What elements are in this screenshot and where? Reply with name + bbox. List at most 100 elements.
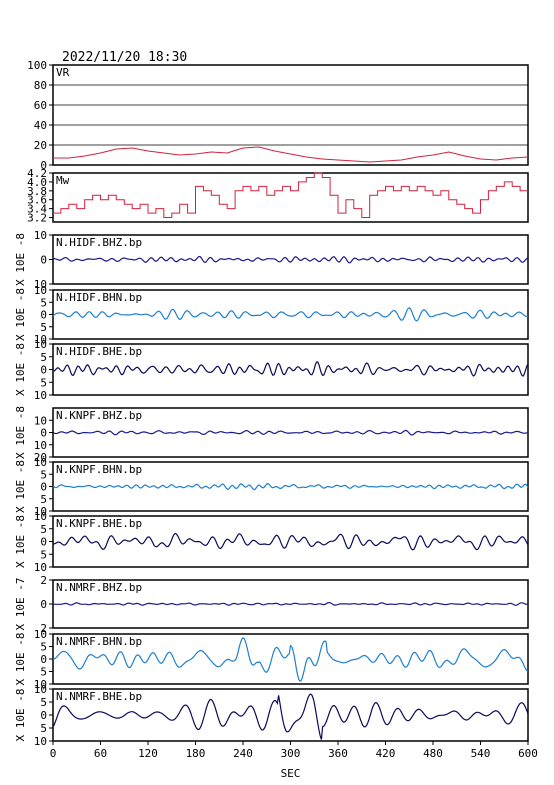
x-tick-label: 600 — [518, 747, 538, 760]
x-tick-label: 360 — [328, 747, 348, 760]
panel-label: N.HIDF.BHN.bp — [56, 291, 142, 304]
y-tick-label: 0 — [40, 427, 47, 440]
series-line — [52, 532, 529, 551]
panel-label: N.KNPF.BHE.bp — [56, 517, 142, 530]
x-tick-label: 120 — [138, 747, 158, 760]
plot-timestamp: 2022/11/20 18:30 — [62, 50, 188, 65]
y-tick-label: 5 — [40, 493, 47, 506]
y-tick-label: 10 — [34, 229, 47, 242]
y-axis-label: X 10E -8 — [14, 460, 27, 513]
y-tick-label: 0 — [40, 254, 47, 267]
y-tick-label: 3.2 — [27, 212, 47, 225]
y-tick-label: 4.2 — [27, 167, 47, 180]
panel-label: N.HIDF.BHZ.bp — [56, 236, 142, 249]
y-tick-label: 10 — [34, 338, 47, 351]
y-tick-label: 3.6 — [27, 194, 47, 207]
y-axis-label: X 10E -8 — [14, 633, 27, 686]
x-tick-label: 60 — [94, 747, 107, 760]
y-tick-label: 10 — [34, 439, 47, 452]
y-tick-label: 5 — [40, 722, 47, 735]
y-tick-label: 5 — [40, 468, 47, 481]
y-tick-label: 10 — [34, 678, 47, 691]
y-tick-label: 0 — [40, 536, 47, 549]
y-tick-label: 0 — [40, 481, 47, 494]
y-axis-label: X 10E -8 — [14, 343, 27, 396]
y-tick-label: 5 — [40, 296, 47, 309]
series-line — [53, 255, 529, 264]
y-tick-label: 4.0 — [27, 176, 47, 189]
y-tick-label: 10 — [34, 561, 47, 574]
panel-label: VR — [56, 66, 70, 79]
panel-label: N.KNPF.BHZ.bp — [56, 409, 142, 422]
panel-label: N.NMRF.BHN.bp — [56, 635, 142, 648]
panel-label: N.KNPF.BHN.bp — [56, 463, 142, 476]
y-tick-label: 5 — [40, 641, 47, 654]
y-tick-label: 0 — [40, 709, 47, 722]
series-line — [52, 429, 529, 436]
series-line — [53, 172, 528, 218]
series-line — [52, 482, 529, 491]
y-axis-label: X 10E -7 — [14, 578, 27, 631]
y-tick-label: 5 — [40, 696, 47, 709]
y-tick-label: 10 — [34, 284, 47, 297]
y-tick-label: 5 — [40, 321, 47, 334]
y-tick-label: 40 — [34, 119, 47, 132]
x-tick-label: 0 — [50, 747, 57, 760]
y-tick-label: 0 — [40, 653, 47, 666]
y-tick-label: 10 — [34, 389, 47, 402]
x-tick-label: 240 — [233, 747, 253, 760]
y-tick-label: 10 — [34, 333, 47, 346]
y-tick-label: 0 — [40, 364, 47, 377]
series-line — [52, 602, 529, 606]
y-axis-label: X 10E -8 — [14, 689, 27, 742]
panel-label: N.NMRF.BHE.bp — [56, 690, 142, 703]
y-tick-label: 3.4 — [27, 203, 47, 216]
panel-label: Mw — [56, 174, 70, 187]
y-tick-label: 0 — [40, 159, 47, 172]
y-tick-label: 20 — [34, 451, 47, 464]
y-tick-label: 5 — [40, 351, 47, 364]
y-tick-label: 0 — [40, 598, 47, 611]
y-tick-label: 5 — [40, 376, 47, 389]
y-tick-label: 5 — [40, 666, 47, 679]
x-tick-label: 540 — [471, 747, 491, 760]
y-tick-label: 10 — [34, 456, 47, 469]
y-tick-label: 2 — [40, 622, 47, 635]
y-tick-label: 10 — [34, 628, 47, 641]
y-tick-label: 20 — [34, 139, 47, 152]
y-axis-label: X 10E -8 — [14, 233, 27, 286]
panel-frame — [52, 172, 529, 223]
series-line — [53, 146, 529, 163]
series-line — [52, 637, 529, 683]
x-tick-label: 300 — [281, 747, 301, 760]
y-tick-label: 10 — [34, 683, 47, 696]
series-line — [53, 361, 529, 377]
panel-label: N.NMRF.BHZ.bp — [56, 581, 142, 594]
panel-frame — [52, 64, 529, 166]
x-axis-label: SEC — [281, 767, 301, 780]
y-tick-label: 3.8 — [27, 185, 47, 198]
y-tick-label: 2 — [40, 574, 47, 587]
y-tick-label: 10 — [34, 510, 47, 523]
x-tick-label: 420 — [376, 747, 396, 760]
y-tick-label: 10 — [34, 414, 47, 427]
x-tick-label: 180 — [186, 747, 206, 760]
series-line — [52, 307, 529, 322]
y-tick-label: 0 — [40, 309, 47, 322]
y-tick-label: 10 — [34, 505, 47, 518]
y-tick-label: 100 — [27, 59, 47, 72]
x-tick-label: 480 — [423, 747, 443, 760]
panel-label: N.HIDF.BHE.bp — [56, 345, 142, 358]
y-axis-label: X 10E -8 — [14, 515, 27, 568]
y-tick-label: 10 — [34, 735, 47, 748]
y-tick-label: 60 — [34, 99, 47, 112]
series-line — [52, 693, 529, 740]
y-axis-label: X 10E -8 — [14, 288, 27, 341]
y-tick-label: 80 — [34, 79, 47, 92]
y-tick-label: 5 — [40, 548, 47, 561]
y-axis-label: X 10E -8 — [14, 406, 27, 459]
y-tick-label: 5 — [40, 523, 47, 536]
y-tick-label: 10 — [34, 278, 47, 291]
